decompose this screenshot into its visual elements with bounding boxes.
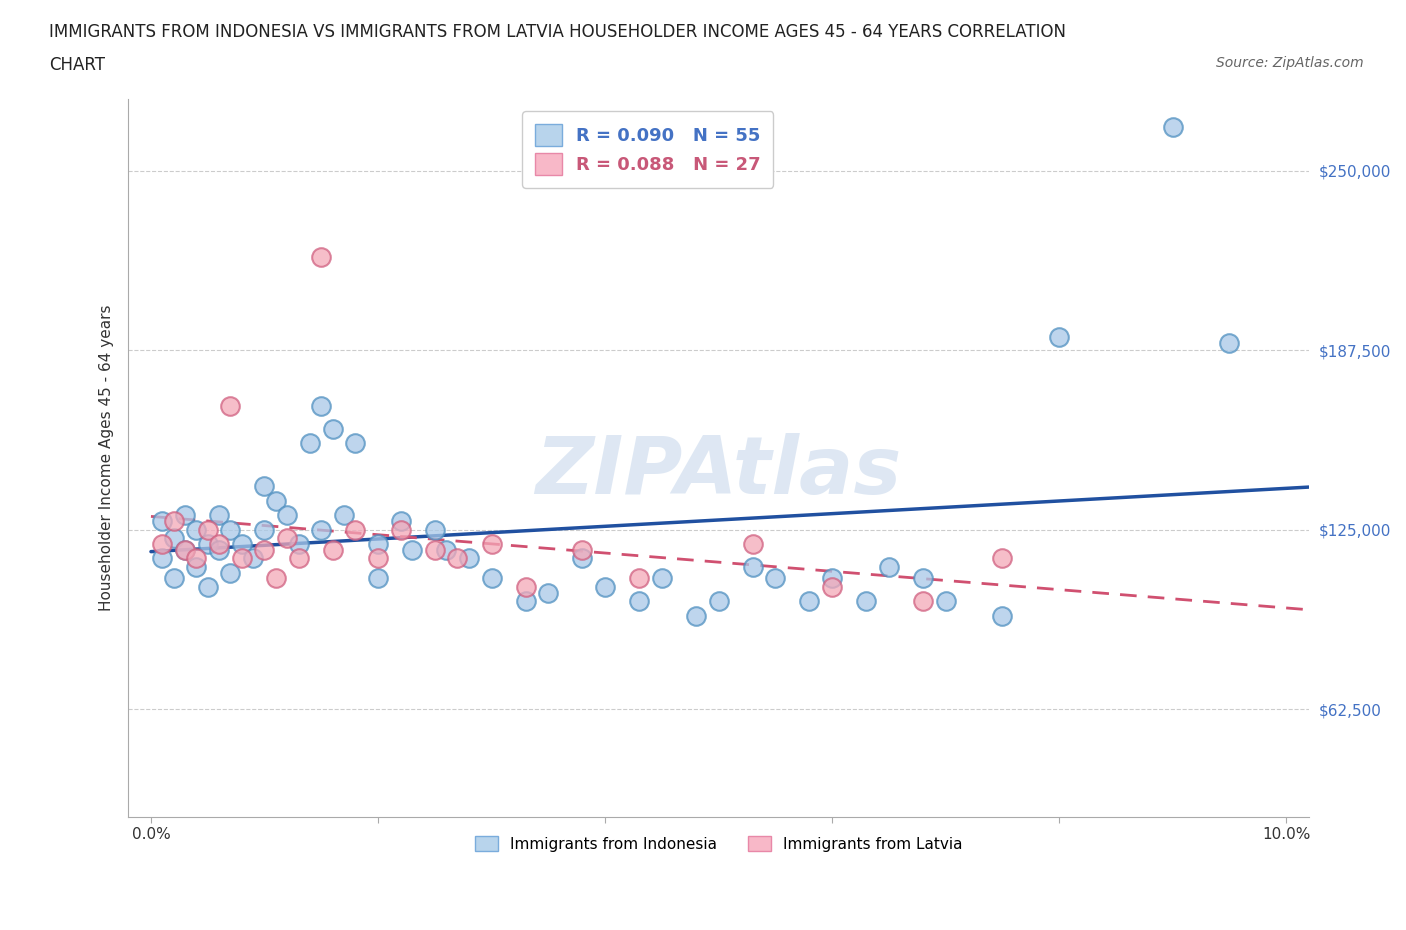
Point: [799, 594, 821, 609]
Point: [287, 537, 309, 551]
Point: [911, 571, 934, 586]
Y-axis label: Householder Income Ages 45 - 64 years: Householder Income Ages 45 - 64 years: [100, 304, 114, 611]
Point: [481, 571, 503, 586]
Point: [423, 522, 446, 537]
Point: [571, 542, 593, 557]
Point: [174, 508, 197, 523]
Point: [208, 508, 231, 523]
Point: [309, 522, 332, 537]
Point: [685, 608, 707, 623]
Point: [877, 560, 900, 575]
Point: [333, 508, 356, 523]
Point: [253, 542, 276, 557]
Point: [628, 594, 651, 609]
Point: [515, 594, 537, 609]
Point: [457, 551, 479, 565]
Point: [208, 542, 231, 557]
Point: [231, 537, 253, 551]
Point: [322, 421, 344, 436]
Point: [628, 571, 651, 586]
Point: [163, 531, 186, 546]
Point: [707, 594, 730, 609]
Point: [434, 542, 457, 557]
Point: [197, 579, 219, 594]
Point: [276, 531, 298, 546]
Point: [276, 508, 298, 523]
Point: [1161, 120, 1184, 135]
Point: [309, 399, 332, 414]
Point: [150, 513, 173, 528]
Point: [322, 542, 344, 557]
Point: [163, 513, 186, 528]
Point: [186, 560, 208, 575]
Point: [741, 537, 763, 551]
Point: [264, 571, 287, 586]
Point: [935, 594, 957, 609]
Point: [287, 551, 309, 565]
Point: [389, 513, 412, 528]
Point: [163, 571, 186, 586]
Point: [219, 399, 242, 414]
Point: [174, 542, 197, 557]
Point: [515, 579, 537, 594]
Point: [309, 249, 332, 264]
Point: [481, 537, 503, 551]
Point: [446, 551, 468, 565]
Point: [253, 522, 276, 537]
Point: [821, 571, 844, 586]
Point: [855, 594, 877, 609]
Point: [231, 551, 253, 565]
Text: ZIPAtlas: ZIPAtlas: [536, 433, 901, 512]
Point: [1047, 329, 1070, 344]
Point: [197, 522, 219, 537]
Point: [344, 522, 367, 537]
Point: [150, 551, 173, 565]
Point: [1218, 336, 1240, 351]
Point: [186, 551, 208, 565]
Point: [911, 594, 934, 609]
Point: [219, 522, 242, 537]
Text: Source: ZipAtlas.com: Source: ZipAtlas.com: [1216, 56, 1364, 70]
Point: [423, 542, 446, 557]
Point: [298, 436, 321, 451]
Point: [991, 608, 1014, 623]
Point: [367, 571, 389, 586]
Point: [991, 551, 1014, 565]
Point: [821, 579, 844, 594]
Point: [401, 542, 423, 557]
Point: [537, 585, 560, 600]
Point: [651, 571, 673, 586]
Point: [197, 537, 219, 551]
Point: [242, 551, 264, 565]
Point: [367, 551, 389, 565]
Point: [344, 436, 367, 451]
Point: [571, 551, 593, 565]
Text: IMMIGRANTS FROM INDONESIA VS IMMIGRANTS FROM LATVIA HOUSEHOLDER INCOME AGES 45 -: IMMIGRANTS FROM INDONESIA VS IMMIGRANTS …: [49, 23, 1066, 41]
Point: [264, 493, 287, 508]
Point: [174, 542, 197, 557]
Point: [253, 479, 276, 494]
Point: [219, 565, 242, 580]
Point: [208, 537, 231, 551]
Point: [150, 537, 173, 551]
Point: [763, 571, 786, 586]
Point: [186, 522, 208, 537]
Point: [367, 537, 389, 551]
Text: CHART: CHART: [49, 56, 105, 73]
Point: [389, 522, 412, 537]
Legend: Immigrants from Indonesia, Immigrants from Latvia: Immigrants from Indonesia, Immigrants fr…: [467, 828, 970, 859]
Point: [741, 560, 763, 575]
Point: [593, 579, 616, 594]
